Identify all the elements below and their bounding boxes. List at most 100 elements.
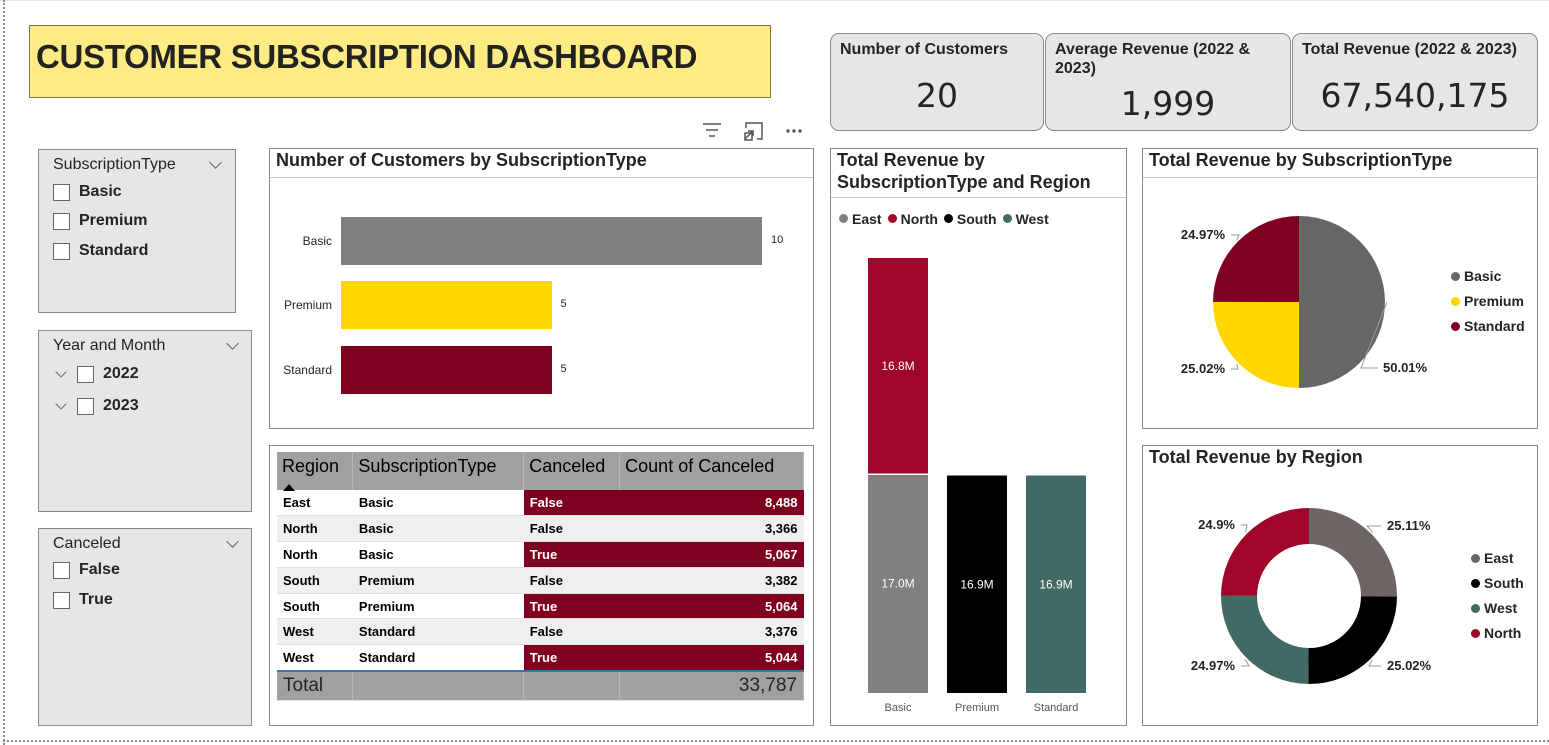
legend-dot-icon xyxy=(1002,214,1012,223)
column-header-count-of-canceled[interactable]: Count of Canceled xyxy=(619,452,804,490)
legend-item-north[interactable]: North xyxy=(1471,625,1524,641)
slice-data-label: 24.97% xyxy=(1181,227,1226,242)
slice-east[interactable] xyxy=(1309,508,1397,597)
legend-item-east[interactable]: East xyxy=(839,211,882,227)
chart-legend: Basic Premium Standard xyxy=(1451,268,1531,343)
chart-revenue-by-subscription-region[interactable]: Total Revenue by SubscriptionType and Re… xyxy=(830,148,1127,726)
table-cell: Basic xyxy=(352,515,524,543)
table-cell: South xyxy=(277,593,353,620)
chart-customers-by-subscription[interactable]: Number of Customers by SubscriptionType … xyxy=(269,148,814,429)
kpi-label: Average Revenue (2022 & 2023) xyxy=(1055,41,1251,77)
total-value: 33,787 xyxy=(619,669,804,702)
legend-item-standard[interactable]: Standard xyxy=(1451,318,1525,334)
column-segment-south[interactable] xyxy=(947,475,1007,694)
column-header-region[interactable]: Region xyxy=(277,452,354,491)
bar-category-label: Premium xyxy=(283,298,332,312)
column-segment-north[interactable] xyxy=(868,258,928,475)
legend-item-west[interactable]: West xyxy=(1002,211,1049,227)
bar-data-label: 5 xyxy=(560,298,567,310)
checkbox[interactable] xyxy=(53,212,70,230)
slice-west[interactable] xyxy=(1221,595,1309,684)
checkbox[interactable] xyxy=(77,397,94,415)
slice-standard[interactable] xyxy=(1213,216,1299,302)
slicer-option-true[interactable]: True xyxy=(53,590,113,610)
slicer-option-2022[interactable]: 2022 xyxy=(55,364,139,384)
bar-basic[interactable] xyxy=(341,217,762,265)
checkbox[interactable] xyxy=(77,365,94,383)
filter-icon[interactable] xyxy=(700,120,724,140)
table-cell: North xyxy=(277,541,353,568)
legend-dot-icon xyxy=(1451,296,1460,306)
checkbox[interactable] xyxy=(53,561,70,579)
stacked-column-plot: 17.0M 16.8M 16.9M 16.9M Basic Premium Standard xyxy=(868,258,1086,714)
table-row[interactable]: West Standard False 3,376 xyxy=(277,618,804,646)
table-cell: Basic xyxy=(352,541,524,568)
legend-item-west[interactable]: West xyxy=(1471,600,1524,616)
table-row[interactable]: East Basic False 8,488 xyxy=(277,490,804,517)
kpi-card-total-revenue[interactable]: Total Revenue (2022 & 2023) 67,540,175 xyxy=(1292,33,1538,131)
table-cell: True xyxy=(523,644,620,672)
table-row[interactable]: South Premium False 3,382 xyxy=(277,567,804,594)
table-row[interactable]: West Standard True 5,044 xyxy=(277,644,804,672)
slice-premium[interactable] xyxy=(1213,301,1299,388)
legend-dot-icon xyxy=(1471,603,1480,613)
table-cell: 8,488 xyxy=(619,490,804,517)
kpi-card-customers[interactable]: Number of Customers 20 xyxy=(830,33,1044,131)
legend-item-north[interactable]: North xyxy=(887,211,938,227)
chart-title: Total Revenue by Region xyxy=(1149,447,1363,467)
table-cell: Basic xyxy=(352,490,524,517)
slicer-option-basic[interactable]: Basic xyxy=(53,182,122,202)
bar-premium[interactable] xyxy=(341,281,552,329)
chart-legend: East South West North xyxy=(1471,550,1530,650)
legend-item-south[interactable]: South xyxy=(943,211,997,227)
kpi-card-average-revenue[interactable]: Average Revenue (2022 & 2023) 1,999 xyxy=(1045,33,1291,131)
sort-ascending-icon[interactable] xyxy=(283,484,295,491)
slice-north[interactable] xyxy=(1221,508,1309,596)
checkbox[interactable] xyxy=(53,242,70,260)
slice-basic[interactable] xyxy=(1298,216,1385,388)
column-segment-east[interactable] xyxy=(868,474,928,693)
slice-south[interactable] xyxy=(1308,596,1397,684)
slicer-option-false[interactable]: False xyxy=(53,560,120,580)
table-row[interactable]: North Basic True 5,067 xyxy=(277,541,804,568)
chart-revenue-by-region-donut[interactable]: Total Revenue by Region 25.11% 25.02% 24.9… xyxy=(1142,445,1538,726)
slice-data-label: 25.11% xyxy=(1387,518,1431,533)
checkbox[interactable] xyxy=(53,591,70,609)
slicer-canceled[interactable]: Canceled False True xyxy=(38,528,252,726)
slicer-option-2023[interactable]: 2023 xyxy=(55,396,139,416)
leader-line xyxy=(1241,524,1248,533)
legend-item-east[interactable]: East xyxy=(1471,550,1524,566)
column-segment-west[interactable] xyxy=(1026,475,1086,694)
x-axis-tick-label: Premium xyxy=(955,702,999,714)
column-header-canceled[interactable]: Canceled xyxy=(523,452,621,490)
focus-mode-icon[interactable] xyxy=(742,120,766,142)
chart-revenue-by-subscription-pie[interactable]: Total Revenue by SubscriptionType 50.01%… xyxy=(1142,148,1538,429)
column-header-subscription-type[interactable]: SubscriptionType xyxy=(352,452,525,490)
table-cell: 5,067 xyxy=(619,541,804,568)
chevron-down-icon[interactable] xyxy=(226,535,239,548)
legend-dot-icon xyxy=(1471,578,1480,588)
slice-data-label: 50.01% xyxy=(1383,360,1428,375)
table-total-row: Total 33,787 xyxy=(277,669,804,702)
data-table: Region SubscriptionType Canceled Count o… xyxy=(277,452,804,702)
bar-standard[interactable] xyxy=(341,346,552,394)
table-cell: Premium xyxy=(352,567,524,594)
expand-chevron-icon[interactable] xyxy=(55,366,67,378)
slicer-year-month[interactable]: Year and Month 2022 2023 xyxy=(38,330,252,512)
chevron-down-icon[interactable] xyxy=(209,156,222,169)
slicer-subscription-type[interactable]: SubscriptionType Basic Premium Standard xyxy=(38,149,236,313)
chevron-down-icon[interactable] xyxy=(226,337,239,350)
table-canceled-by-region[interactable]: Region SubscriptionType Canceled Count o… xyxy=(269,445,814,726)
slicer-option-premium[interactable]: Premium xyxy=(53,211,147,231)
expand-chevron-icon[interactable] xyxy=(55,398,67,410)
legend-item-premium[interactable]: Premium xyxy=(1451,293,1525,309)
table-row[interactable]: North Basic False 3,366 xyxy=(277,515,804,543)
legend-item-basic[interactable]: Basic xyxy=(1451,268,1525,284)
legend-item-south[interactable]: South xyxy=(1471,575,1524,591)
more-options-icon[interactable] xyxy=(783,120,807,140)
legend-dot-icon xyxy=(839,214,848,223)
slicer-title: Year and Month xyxy=(53,337,166,354)
checkbox[interactable] xyxy=(53,183,70,201)
slicer-option-standard[interactable]: Standard xyxy=(53,241,148,261)
table-row[interactable]: South Premium True 5,064 xyxy=(277,593,804,620)
